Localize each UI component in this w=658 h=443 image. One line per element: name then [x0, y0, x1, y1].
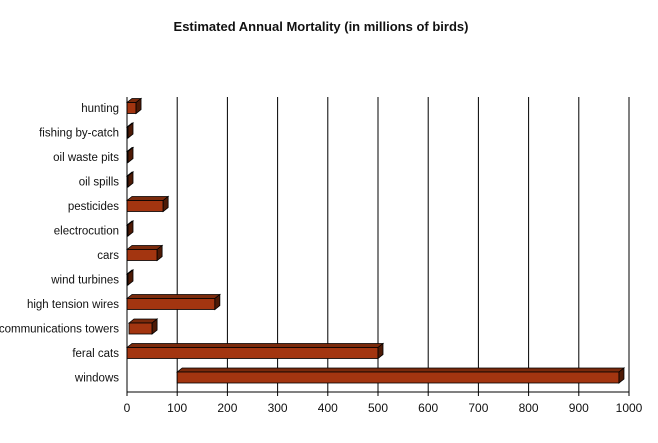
bar-side-face — [618, 367, 625, 384]
bar — [127, 318, 159, 335]
bar-front-face — [128, 322, 153, 335]
x-tick-label: 500 — [368, 401, 388, 415]
bar-side-face — [156, 244, 163, 262]
category-labels: hunting fishing by-catch oil waste pits oil… — [0, 103, 119, 385]
bar — [125, 269, 135, 286]
bar-front-face — [126, 102, 137, 114]
bar-side-face — [377, 342, 384, 360]
chart-title: Estimated Annual Mortality (in millions … — [174, 19, 469, 34]
category-label: oil waste pits — [53, 152, 119, 164]
bar-side-face — [214, 293, 221, 311]
bar-top-face — [125, 294, 221, 299]
bar-front-face — [126, 347, 379, 359]
category-label: pesticides — [68, 201, 119, 213]
bar-top-face — [125, 245, 164, 250]
bar-side-face — [127, 122, 134, 139]
bar-front-face — [126, 200, 164, 212]
bar-side-face — [127, 220, 134, 237]
bar-side-face — [151, 318, 158, 335]
bar-side-face — [127, 146, 134, 164]
bar — [125, 220, 135, 237]
category-label: oil spills — [79, 177, 120, 189]
category-label: wind turbines — [50, 275, 119, 287]
bar-side-face — [135, 97, 142, 115]
bar — [125, 171, 135, 188]
x-tick-label: 0 — [124, 401, 131, 415]
bar-side-face — [127, 171, 134, 188]
x-tick-label: 800 — [519, 401, 539, 415]
bar-side-face — [127, 269, 134, 286]
category-label: electrocution — [54, 226, 119, 238]
bar-top-face — [176, 367, 626, 373]
x-tick-label: 400 — [318, 401, 338, 415]
x-tick-label: 300 — [268, 401, 288, 415]
bar-front-face — [126, 249, 158, 261]
bar — [176, 367, 626, 384]
x-tick-label: 600 — [418, 401, 438, 415]
category-label: communications towers — [0, 324, 119, 336]
bar-front-face — [126, 298, 216, 310]
bar — [125, 97, 143, 115]
bar-side-face — [162, 195, 169, 213]
category-label: hunting — [81, 103, 119, 115]
bar — [125, 342, 385, 360]
x-tick-label: 900 — [569, 401, 589, 415]
x-tick-label: 1000 — [616, 401, 643, 415]
x-tick-label: 200 — [217, 401, 237, 415]
category-label: feral cats — [72, 348, 119, 360]
category-label: cars — [97, 250, 119, 262]
bars — [125, 97, 626, 384]
bar — [125, 244, 164, 262]
x-tick-label: 100 — [167, 401, 187, 415]
x-tick-labels: 0 100 200 300 400 500 600 700 800 900 1000 — [124, 401, 643, 415]
gridlines — [126, 97, 630, 396]
bar-top-face — [125, 343, 385, 348]
bar — [125, 195, 170, 213]
bar-top-face — [125, 196, 170, 201]
bar-front-face — [176, 371, 620, 384]
category-label: high tension wires — [27, 299, 119, 311]
bar — [125, 122, 135, 139]
bar — [125, 146, 135, 164]
category-label: fishing by-catch — [39, 128, 119, 140]
category-label: windows — [74, 373, 119, 385]
bar — [125, 293, 221, 311]
x-tick-label: 700 — [468, 401, 488, 415]
